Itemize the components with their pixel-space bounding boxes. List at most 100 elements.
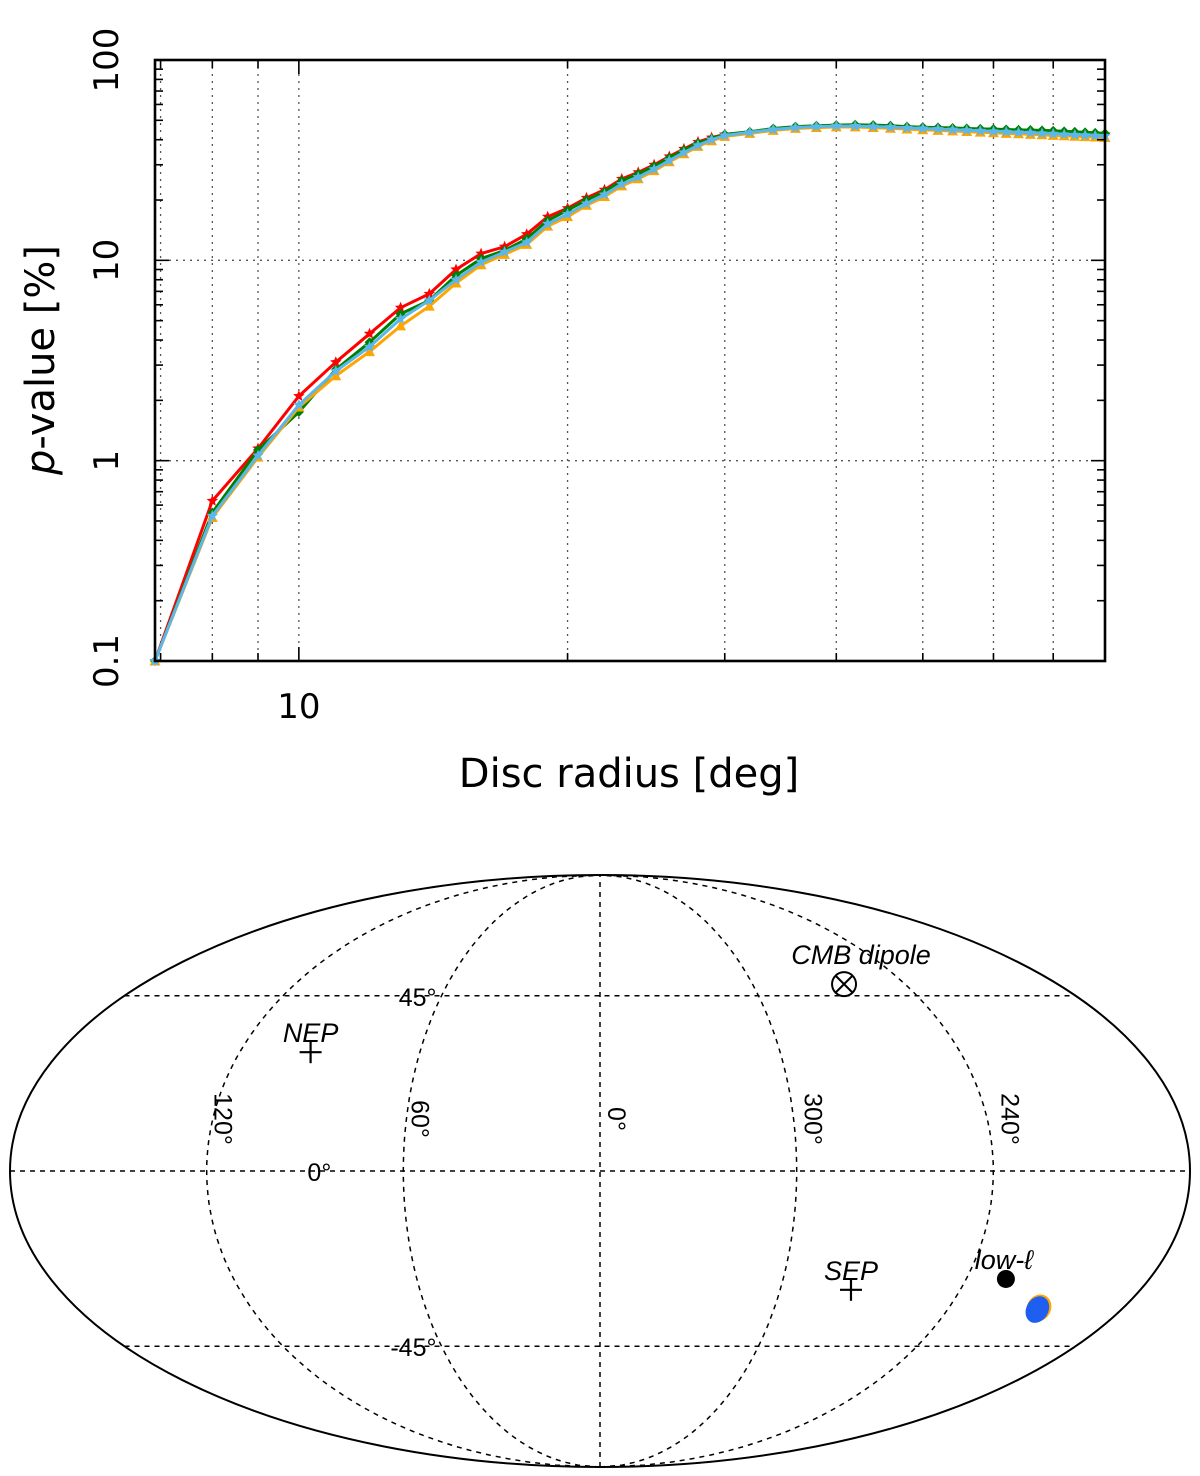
meridian-label: 120° xyxy=(209,1093,237,1145)
data-point xyxy=(632,171,644,183)
parallel-label: 45° xyxy=(399,984,437,1012)
data-point xyxy=(498,246,511,257)
data-point xyxy=(1036,127,1048,139)
sky-grid xyxy=(10,874,1190,1468)
data-point xyxy=(767,123,779,135)
data-point xyxy=(580,197,593,209)
marker-label: CMB dipole xyxy=(791,940,931,970)
data-point xyxy=(678,146,690,158)
data-point xyxy=(901,121,913,133)
data-point xyxy=(830,120,842,131)
data-point xyxy=(330,365,342,376)
data-point xyxy=(450,263,462,275)
data-point xyxy=(648,163,660,175)
meridian-line xyxy=(205,874,601,1468)
data-point xyxy=(789,121,802,133)
data-point xyxy=(450,273,462,285)
data-point xyxy=(705,133,718,145)
marker-label: SEP xyxy=(824,1256,878,1286)
data-point xyxy=(1024,126,1037,138)
series-green xyxy=(150,119,1110,666)
series-line xyxy=(153,124,1106,662)
y-axis-title: p-value [%] xyxy=(18,245,64,476)
data-point xyxy=(1058,128,1070,140)
axis-ticks xyxy=(155,60,1105,662)
data-point xyxy=(663,154,675,166)
data-point xyxy=(330,370,342,381)
sky-grid-labels: 120° 60° 0° 300° 240° 45° 0° -45° xyxy=(209,984,1024,1362)
data-point xyxy=(719,129,731,141)
data-point xyxy=(206,494,219,506)
data-point xyxy=(974,124,986,136)
parallel-label: 0° xyxy=(307,1159,331,1187)
data-point xyxy=(475,256,487,267)
meridian-label: 0° xyxy=(602,1107,630,1131)
meridian-label: 60° xyxy=(405,1100,433,1138)
data-point xyxy=(423,294,435,306)
data-point xyxy=(293,390,305,401)
meridian-label: 300° xyxy=(799,1093,827,1145)
p-value-line-chart: 0.1 1 10 100 10 Disc radius [deg] p-value [%… xyxy=(18,28,1111,797)
data-point xyxy=(1047,127,1059,139)
data-point xyxy=(867,120,879,132)
region-fill xyxy=(1025,1296,1050,1323)
data-point xyxy=(1089,129,1101,141)
data-point xyxy=(206,509,219,521)
y-tick-label: 10 xyxy=(87,239,127,282)
y-tick-label: 100 xyxy=(87,28,127,93)
marker-label: low-ℓ xyxy=(975,1245,1035,1275)
series-layer xyxy=(149,119,1111,666)
y-axis-title-italic: p xyxy=(18,450,64,476)
data-point xyxy=(330,356,342,368)
data-point xyxy=(884,121,897,132)
marker-low-ell: low-ℓ xyxy=(975,1245,1035,1288)
data-point xyxy=(616,178,628,189)
data-point xyxy=(961,124,973,136)
data-point xyxy=(363,327,376,339)
plot-frame xyxy=(153,58,1107,663)
series-light-blue xyxy=(149,120,1111,666)
marker-nep: NEP xyxy=(283,1018,339,1064)
series-red xyxy=(149,119,1111,666)
y-tick-label: 1 xyxy=(87,450,127,472)
meridian-label: 240° xyxy=(995,1093,1023,1145)
data-point xyxy=(395,320,407,331)
mollweide-sky-map: 120° 60° 0° 300° 240° 45° 0° -45° NEP SEP CMB dip… xyxy=(9,874,1191,1468)
data-point xyxy=(521,236,533,248)
data-point xyxy=(744,126,756,138)
marker-sep: SEP xyxy=(824,1256,878,1301)
data-point xyxy=(1000,125,1012,137)
data-point xyxy=(932,123,944,134)
axis-tick-labels: 0.1 1 10 100 10 xyxy=(87,28,320,727)
x-tick-label: 10 xyxy=(277,687,320,727)
data-point xyxy=(423,300,435,311)
y-tick-label: 0.1 xyxy=(87,634,127,688)
data-point xyxy=(394,312,407,324)
data-point xyxy=(1012,126,1025,138)
data-point xyxy=(364,346,376,357)
marker-label: NEP xyxy=(283,1018,339,1048)
data-point xyxy=(946,123,959,135)
data-point xyxy=(849,120,861,131)
series-line xyxy=(153,123,1106,662)
marker-cmb-dipole: CMB dipole xyxy=(791,940,931,998)
data-point xyxy=(293,398,305,410)
otimes-symbol xyxy=(831,971,858,998)
data-point xyxy=(363,340,376,352)
data-point xyxy=(475,247,487,259)
dot-symbol xyxy=(996,1269,1015,1288)
otimes-symbol xyxy=(835,975,853,993)
marker-detection-region xyxy=(1025,1294,1052,1323)
data-point xyxy=(1069,128,1081,140)
series-orange xyxy=(149,121,1111,666)
data-point xyxy=(561,208,574,219)
data-point xyxy=(450,277,462,288)
data-point xyxy=(1079,129,1091,141)
data-point xyxy=(917,122,929,134)
meridian-line xyxy=(599,874,798,1468)
x-axis-title: Disc radius [deg] xyxy=(459,751,799,797)
data-point xyxy=(542,217,554,229)
plot-grid xyxy=(155,60,1105,661)
data-point xyxy=(692,139,704,151)
